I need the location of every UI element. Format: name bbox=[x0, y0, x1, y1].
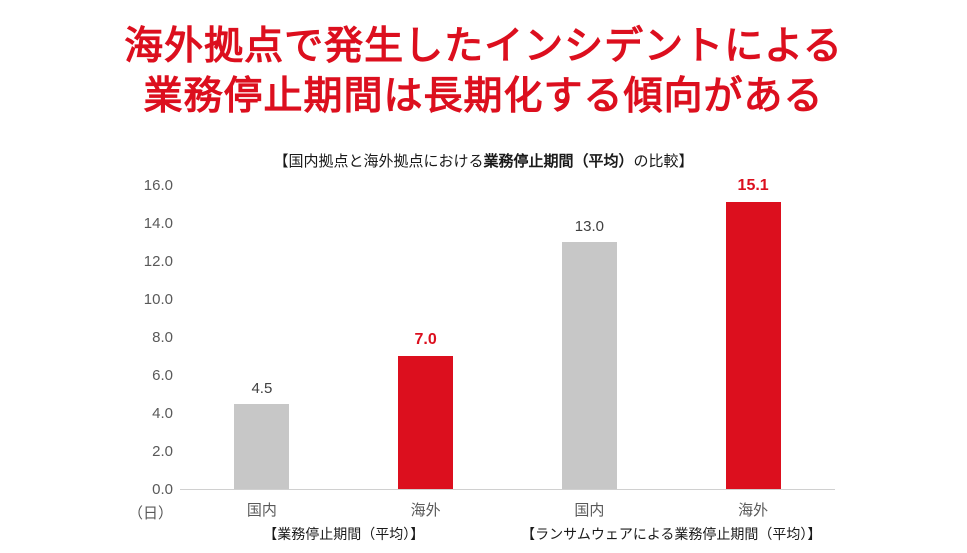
bar-value-label: 15.1 bbox=[737, 177, 769, 195]
x-axis: 国内 海外 国内 海外【業務停止期間（平均）】 【ランサムウェアによる業務停止期間（平均… bbox=[180, 497, 835, 553]
bar-value-label: 7.0 bbox=[414, 331, 437, 348]
chart-subtitle-bold: 業務停止期間（平均） bbox=[483, 153, 634, 170]
bar-1-red bbox=[398, 356, 454, 489]
chart-subtitle-suffix: の比較】 bbox=[633, 153, 694, 170]
y-axis: 0.0 2.0 4.0 6.0 8.0 10.0 12.0 14.0 16.0 bbox=[115, 177, 173, 498]
x-axis-category-label: 国内 bbox=[574, 502, 605, 519]
chart-subtitle-prefix: 【国内拠点と海外拠点における bbox=[273, 153, 484, 170]
plot-area: 4.5 7.0 13.0 15.1 bbox=[180, 177, 835, 490]
y-axis-tick-label: 0.0 bbox=[152, 481, 173, 498]
bar-3-red bbox=[725, 202, 781, 489]
y-axis-tick-label: 14.0 bbox=[143, 215, 173, 232]
y-axis-tick-label: 12.0 bbox=[143, 253, 173, 270]
y-axis-tick-label: 8.0 bbox=[152, 329, 173, 346]
x-axis-category-label: 国内 bbox=[246, 502, 277, 519]
y-axis-tick-label: 6.0 bbox=[152, 367, 173, 384]
slide-title-line1: 海外拠点で発生したインシデントによる bbox=[124, 25, 843, 68]
bar-0-gray bbox=[234, 403, 290, 489]
bar-value-label: 13.0 bbox=[574, 218, 604, 235]
y-axis-tick-label: 2.0 bbox=[152, 443, 173, 460]
slide-title: 海外拠点で発生したインシデントによる 業務停止期間は長期化する傾向がある bbox=[0, 22, 967, 122]
x-axis-category-label: 海外 bbox=[410, 502, 441, 519]
y-axis-tick-label: 10.0 bbox=[143, 291, 173, 308]
y-axis-tick-label: 16.0 bbox=[143, 177, 173, 194]
bar-value-label: 4.5 bbox=[251, 379, 273, 397]
slide-title-line2: 業務停止期間は長期化する傾向がある bbox=[143, 74, 824, 118]
bar-2-gray bbox=[561, 242, 617, 489]
x-axis-category-label: 海外 bbox=[738, 502, 769, 519]
chart-subtitle: 【国内拠点と海外拠点における業務停止期間（平均）の比較】 bbox=[0, 150, 967, 171]
y-axis-unit-label: （日） bbox=[127, 505, 173, 522]
x-axis-group-label: 【ランサムウェアによる業務停止期間（平均）】 bbox=[521, 526, 822, 542]
y-axis-tick-label: 4.0 bbox=[152, 405, 173, 422]
x-axis-group-label: 【業務停止期間（平均）】 bbox=[263, 526, 425, 542]
